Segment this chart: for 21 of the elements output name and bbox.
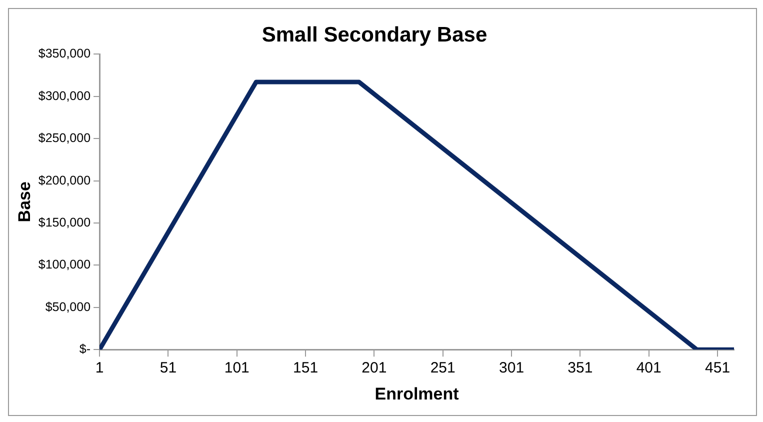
y-axis-title: Base bbox=[14, 182, 34, 222]
x-tick-label: 51 bbox=[160, 360, 177, 377]
x-tick-label: 301 bbox=[499, 360, 524, 377]
y-tick-label: $100,000 bbox=[38, 258, 91, 272]
y-tick-label: $- bbox=[79, 342, 91, 356]
y-tick-label: $50,000 bbox=[45, 300, 91, 314]
y-tick-label: $250,000 bbox=[38, 131, 91, 146]
x-axis-title: Enrolment bbox=[374, 384, 460, 404]
x-tick-label: 101 bbox=[224, 360, 250, 377]
x-tick-label: 151 bbox=[293, 360, 318, 377]
x-tick-label: 201 bbox=[362, 360, 387, 377]
x-tick-label: 251 bbox=[430, 360, 456, 377]
x-tick-label: 351 bbox=[568, 360, 593, 377]
y-tick-label: $150,000 bbox=[38, 215, 91, 230]
chart-title: Small Secondary Base bbox=[262, 23, 488, 46]
y-tick-label: $200,000 bbox=[38, 173, 91, 188]
y-tick-label: $350,000 bbox=[38, 46, 91, 61]
y-tick-label: $300,000 bbox=[38, 88, 91, 103]
x-tick-label: 1 bbox=[95, 360, 104, 377]
x-tick-label: 401 bbox=[636, 360, 662, 377]
x-tick-label: 451 bbox=[705, 360, 730, 377]
